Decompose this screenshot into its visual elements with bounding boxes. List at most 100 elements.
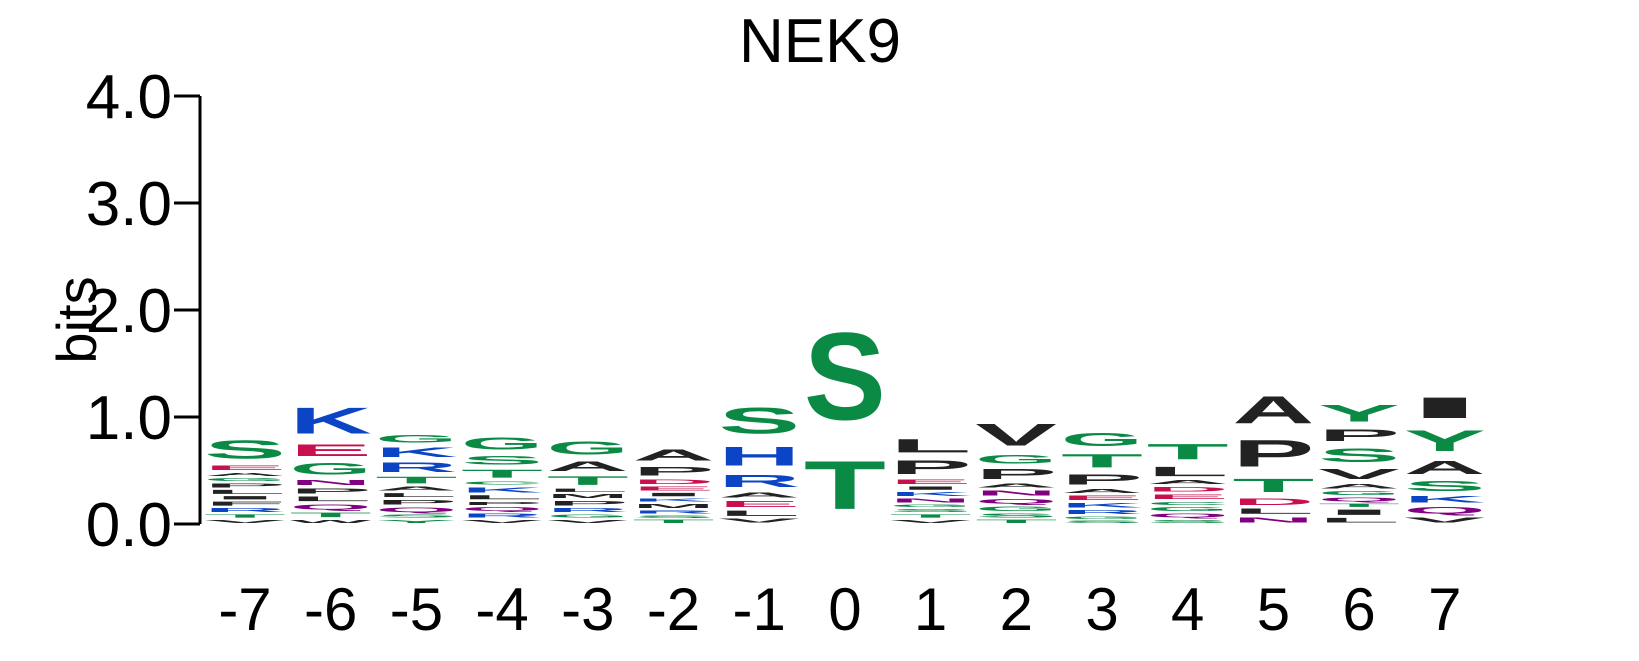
x-tick-label: 4 <box>1171 576 1204 643</box>
logo-letter: R <box>633 509 715 514</box>
logo-letter: Q <box>975 497 1057 505</box>
logo-letter: A <box>204 472 286 477</box>
logo-letter: Q <box>461 506 543 512</box>
logo-letter: L <box>290 495 372 502</box>
logo-letter: P <box>975 466 1057 482</box>
logo-letter: N <box>290 478 372 487</box>
logo-letter: Y <box>1318 400 1400 427</box>
logo-letter: I <box>1404 391 1486 424</box>
logo-letter: S <box>890 508 972 513</box>
logo-letter: L <box>375 492 457 498</box>
logo-letter: P <box>1318 427 1400 445</box>
logo-letter: S <box>1318 445 1400 467</box>
logo-letter: C <box>1147 500 1229 505</box>
logo-letter: Y <box>1404 424 1486 457</box>
logo-letter: N <box>890 497 972 503</box>
logo-letter: G <box>375 432 457 445</box>
logo-letter: R <box>375 460 457 475</box>
logo-letter: P <box>204 482 286 488</box>
logo-letter: A <box>547 459 629 474</box>
logo-letter: V <box>975 417 1057 452</box>
x-tick-label: 2 <box>1000 576 1033 643</box>
logo-letter: S <box>1147 519 1229 524</box>
y-tick-label: 4.0 <box>86 63 172 132</box>
logo-letter: V <box>890 519 972 524</box>
logo-letter: L <box>461 494 543 500</box>
logo-letter: C <box>461 480 543 485</box>
logo-letter: N <box>1232 515 1314 524</box>
logo-letter: G <box>461 434 543 453</box>
logo-letter: R <box>204 507 286 513</box>
logo-letter: P <box>375 498 457 505</box>
logo-letter: A <box>1404 458 1486 478</box>
y-tick-label: 2.0 <box>86 277 172 346</box>
logo-letter: T <box>1232 475 1314 496</box>
logo-letter: P <box>890 456 972 478</box>
logo-letter: T <box>1147 440 1229 464</box>
logo-letter: D <box>1147 486 1229 493</box>
logo-column: TS <box>804 308 886 524</box>
logo-letter: V <box>718 518 800 524</box>
logo-letter: D <box>633 478 715 485</box>
logo-letter: S <box>204 435 286 464</box>
x-tick-label: 5 <box>1257 576 1290 643</box>
logo-letter: K <box>1404 494 1486 505</box>
logo-letter: V <box>204 519 286 524</box>
logo-letter: E <box>890 478 972 485</box>
chart-title: NEK9 <box>739 7 901 76</box>
logo-letter: Q <box>1318 496 1400 502</box>
logo-letter: K <box>461 486 543 495</box>
logo-letter: E <box>1147 493 1229 500</box>
logo-letter: L <box>890 435 972 456</box>
x-tick-label: -2 <box>647 576 700 643</box>
logo-letter: L <box>547 488 629 493</box>
logo-letter: P <box>547 499 629 506</box>
logo-letter: L <box>1318 517 1400 524</box>
logo-letter: E <box>204 464 286 471</box>
logo-letter: S <box>375 513 457 518</box>
logo-letter: A <box>633 447 715 464</box>
x-tick-label: -7 <box>218 576 271 643</box>
logo-letter: T <box>890 513 972 518</box>
logo-letter: T <box>804 446 886 523</box>
logo-letter: T <box>375 475 457 486</box>
logo-letter: A <box>375 486 457 492</box>
logo-letter: A <box>1061 488 1143 494</box>
y-tick-label: 3.0 <box>86 170 172 239</box>
logo-letter: P <box>633 464 715 478</box>
y-tick-label: 1.0 <box>86 384 172 453</box>
logo-letter: F <box>204 500 286 506</box>
logo-letter: E <box>718 499 800 509</box>
logo-letter: T <box>633 519 715 524</box>
logo-letter: Y <box>375 519 457 524</box>
logo-letter: T <box>290 511 372 518</box>
logo-letter: E <box>290 442 372 460</box>
logo-letter: Q <box>1404 505 1486 516</box>
logo-letter: R <box>1061 509 1143 515</box>
x-tick-label: 6 <box>1342 576 1375 643</box>
logo-letter: P <box>461 500 543 505</box>
logo-letter: R <box>718 472 800 491</box>
logo-letter: V <box>1404 516 1486 524</box>
logo-letter: G <box>975 505 1057 513</box>
logo-letter: G <box>890 504 972 508</box>
logo-letter: K <box>1061 502 1143 509</box>
x-tick-label: 7 <box>1428 576 1461 643</box>
logo-letter: I <box>633 492 715 497</box>
y-axis: 0.0 1.0 2.0 3.0 4.0 <box>86 63 202 560</box>
logo-letter: I <box>204 495 286 500</box>
logo-letter: L <box>1147 464 1229 479</box>
logo-letter: T <box>1318 503 1400 508</box>
logo-letter: L <box>204 489 286 495</box>
logo-letter: E <box>633 486 715 492</box>
logo-letter: S <box>1404 478 1486 494</box>
